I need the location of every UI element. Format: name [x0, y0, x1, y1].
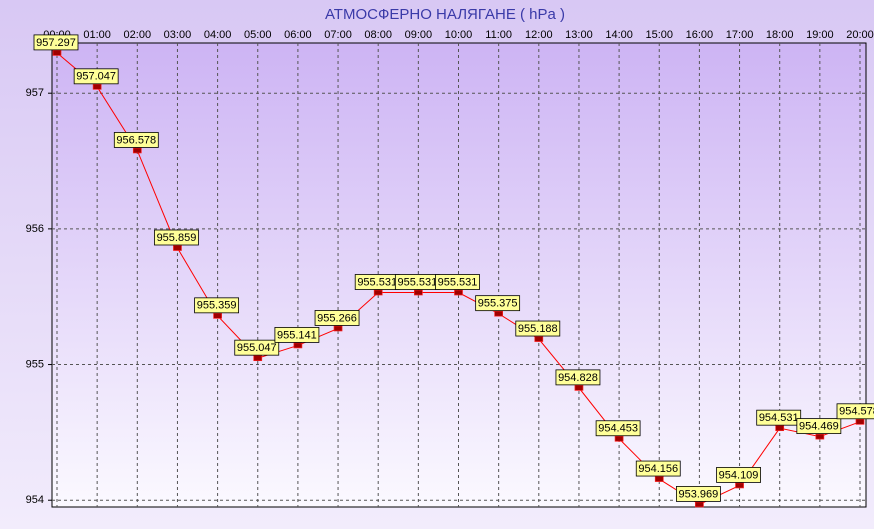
marker — [333, 325, 343, 332]
x-tick-label: 18:00 — [766, 29, 794, 41]
marker — [574, 385, 584, 391]
marker — [173, 245, 182, 251]
data-label: 953.969 — [679, 488, 719, 500]
label-box — [234, 339, 280, 356]
data-label: 955.141 — [277, 329, 317, 341]
label-box — [194, 297, 240, 314]
label-box — [836, 403, 874, 420]
x-tick-label: 06:00 — [284, 29, 312, 41]
data-label: 955.266 — [317, 312, 357, 324]
y-tick-label: 956 — [26, 223, 44, 235]
label-box — [314, 310, 360, 326]
x-tick-label: 12:00 — [525, 29, 553, 41]
data-label: 955.375 — [478, 298, 518, 310]
marker — [213, 312, 222, 319]
x-tick-label: 02:00 — [124, 29, 152, 41]
data-label: 954.453 — [598, 423, 638, 435]
label-box — [154, 229, 199, 246]
y-tick-label: 955 — [26, 358, 44, 370]
x-tick-label: 05:00 — [244, 29, 272, 41]
marker — [815, 433, 825, 440]
x-tick-label: 17:00 — [726, 29, 754, 41]
label-box — [73, 68, 119, 85]
label-box — [676, 486, 721, 502]
marker — [414, 289, 423, 296]
data-label: 957.047 — [76, 71, 116, 83]
marker — [132, 147, 142, 154]
label-box — [595, 420, 641, 437]
label-box — [756, 409, 802, 426]
marker — [775, 425, 785, 432]
data-label: 957.297 — [36, 37, 76, 49]
marker — [454, 289, 463, 296]
x-tick-label: 04:00 — [204, 29, 232, 41]
data-label: 954.109 — [719, 469, 759, 481]
x-tick-label: 01:00 — [83, 29, 111, 41]
marker — [253, 355, 263, 362]
data-label: 956.578 — [116, 134, 156, 146]
data-label: 955.859 — [157, 232, 197, 244]
marker — [534, 336, 544, 342]
label-box — [33, 34, 79, 51]
x-tick-label: 13:00 — [565, 29, 593, 41]
data-label: 954.156 — [638, 463, 678, 475]
x-tick-label: 09:00 — [405, 29, 433, 41]
x-tick-label: 15:00 — [645, 29, 673, 41]
marker — [293, 342, 303, 349]
x-tick-label: 03:00 — [164, 29, 192, 41]
label-box — [435, 274, 480, 290]
y-tick-label: 954 — [26, 494, 44, 506]
label-box — [515, 320, 561, 337]
marker — [494, 310, 503, 317]
x-tick-label: 16:00 — [686, 29, 714, 41]
x-tick-label: 19:00 — [806, 29, 834, 41]
data-label: 954.531 — [759, 412, 799, 424]
x-tick-label: 08:00 — [364, 29, 392, 41]
data-label: 955.531 — [357, 276, 397, 288]
marker — [614, 435, 624, 442]
marker — [92, 83, 102, 90]
data-label: 954.828 — [558, 372, 598, 384]
label-box — [796, 418, 842, 434]
label-box — [635, 460, 681, 477]
data-label: 955.359 — [197, 300, 237, 312]
marker — [654, 476, 664, 482]
x-tick-label: 10:00 — [445, 29, 473, 41]
label-box — [274, 327, 320, 343]
label-box — [555, 369, 601, 386]
label-box — [716, 467, 761, 483]
data-label: 955.531 — [438, 276, 478, 288]
marker — [373, 289, 383, 296]
chart-title: АТМОСФЕРНО НАЛЯГАНЕ ( hPa ) — [325, 6, 565, 23]
label-box — [113, 132, 159, 148]
data-label: 954.578 — [839, 406, 874, 418]
label-box — [475, 295, 521, 312]
marker — [695, 501, 704, 508]
x-tick-label: 20:00 — [846, 29, 874, 41]
x-tick-label: 14:00 — [605, 29, 633, 41]
layer: 95495595695700:0001:0002:0003:0004:0005:… — [26, 29, 874, 508]
y-tick-label: 957 — [26, 87, 44, 99]
data-label: 954.469 — [799, 420, 839, 432]
x-tick-label: 11:00 — [485, 29, 512, 41]
data-label: 955.188 — [518, 323, 558, 335]
data-label: 955.047 — [237, 342, 277, 354]
marker — [735, 482, 744, 489]
marker — [855, 418, 865, 425]
data-label: 955.531 — [397, 276, 437, 288]
x-tick-label: 07:00 — [324, 29, 352, 41]
marker — [52, 50, 62, 56]
